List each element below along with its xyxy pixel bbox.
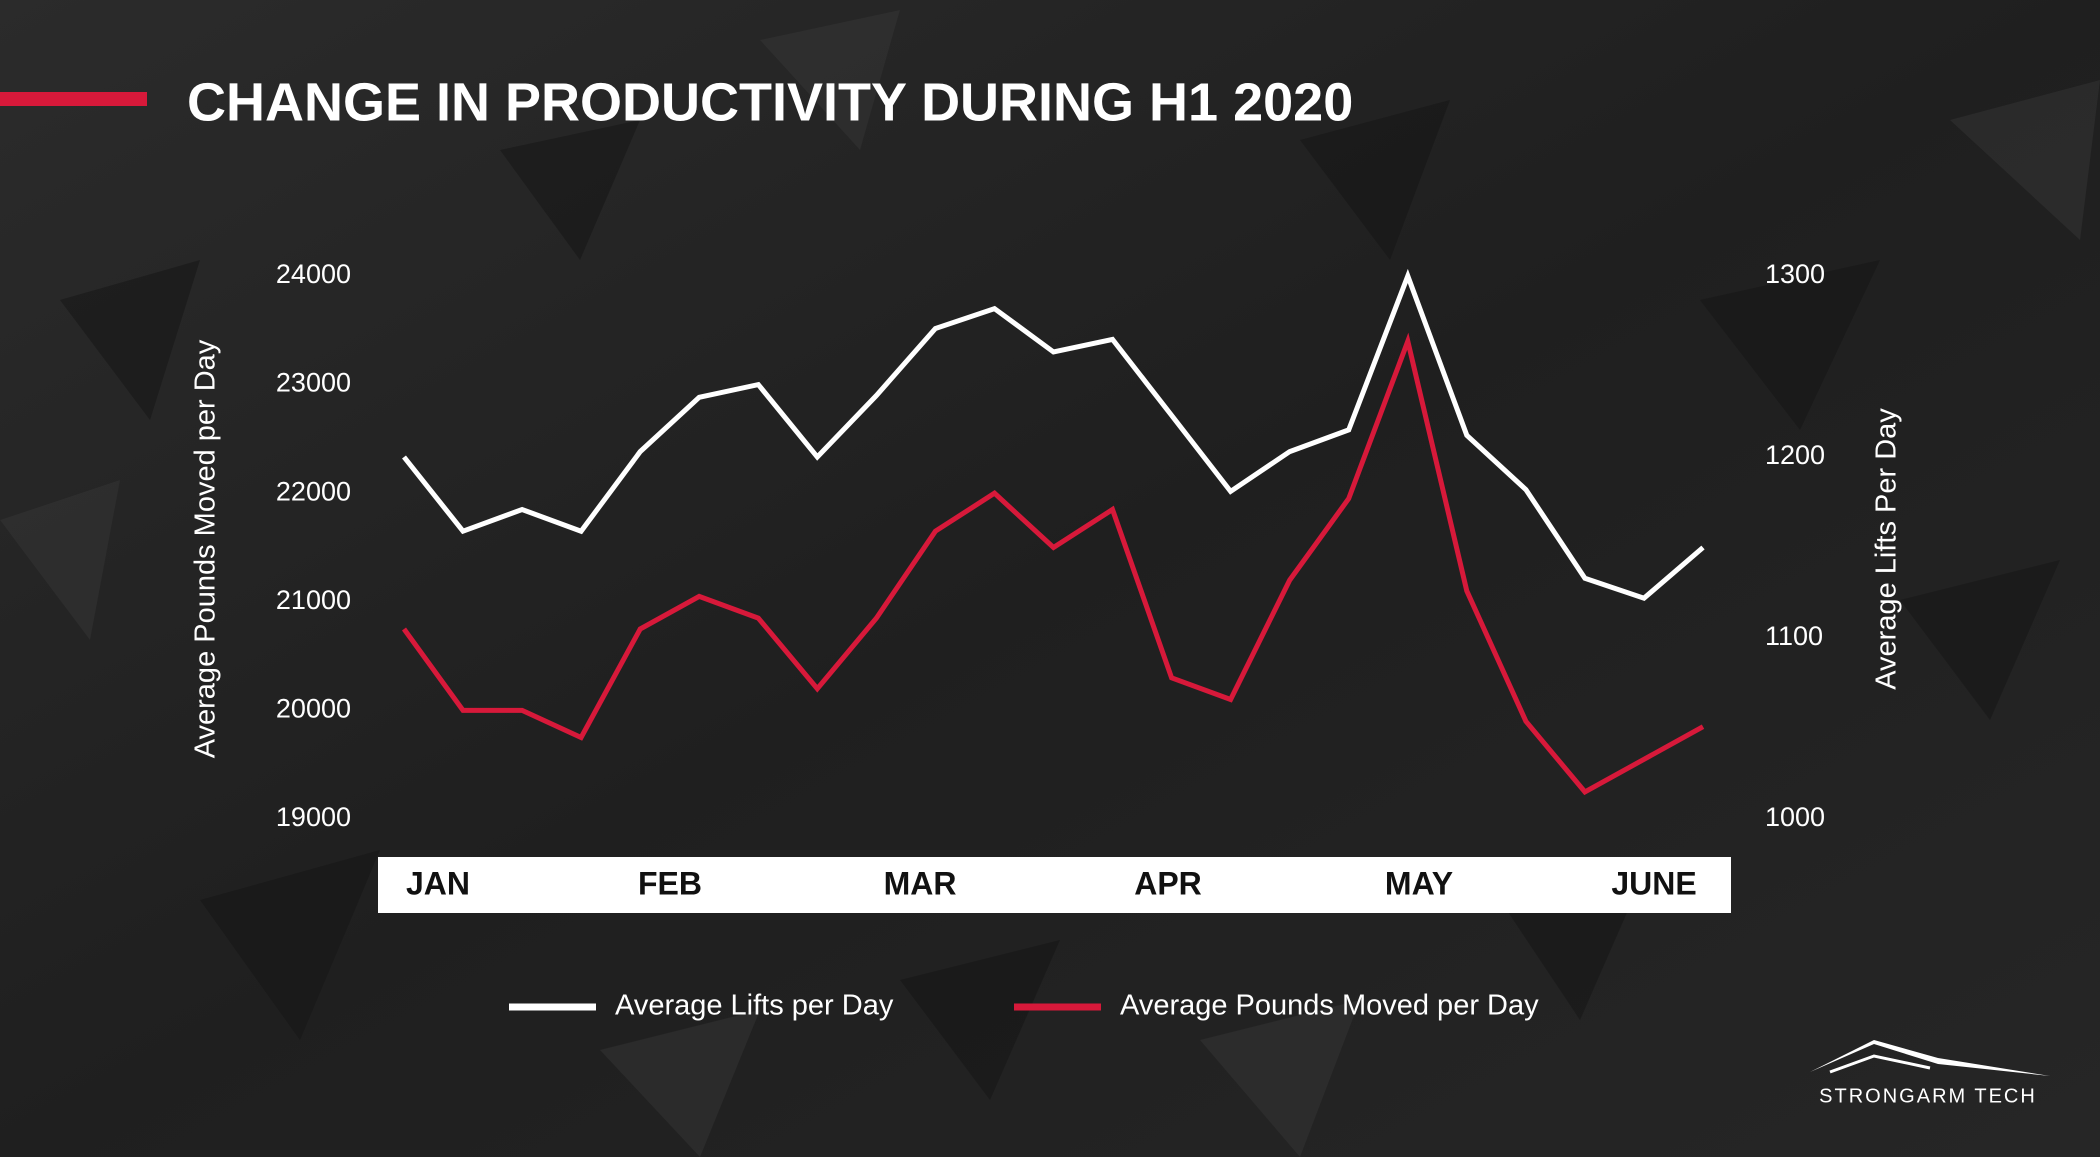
legend-label: Average Lifts per Day <box>615 990 894 1022</box>
y-tick-label: 24000 <box>276 259 351 289</box>
y-tick-label: 23000 <box>276 368 351 398</box>
x-tick-label: MAR <box>884 865 957 901</box>
logo: STRONGARM TECH <box>1810 1040 2050 1107</box>
logo-mark <box>1810 1040 2050 1076</box>
line-series <box>401 332 1705 796</box>
logo-mark <box>1829 1054 1931 1074</box>
background-pattern <box>0 10 2100 1157</box>
y-tick-label: 22000 <box>276 476 351 506</box>
x-tick-label: MAY <box>1385 865 1453 901</box>
y2-tick-label: 1000 <box>1765 802 1825 832</box>
y2-axis-title: Average Lifts Per Day <box>1871 408 1903 690</box>
x-tick-label: FEB <box>638 865 702 901</box>
line-series <box>402 268 1705 602</box>
logo-text: STRONGARM TECH <box>1819 1085 2037 1107</box>
x-tick-label: JAN <box>406 865 470 901</box>
y-tick-label: 21000 <box>276 585 351 615</box>
x-axis-band <box>378 857 1731 913</box>
legend-label: Average Pounds Moved per Day <box>1120 990 1539 1022</box>
y2-tick-label: 1100 <box>1765 621 1823 651</box>
y2-tick-label: 1300 <box>1765 259 1825 289</box>
x-tick-label: APR <box>1134 865 1202 901</box>
y-tick-label: 19000 <box>276 802 351 832</box>
y-tick-label: 20000 <box>276 694 351 724</box>
x-tick-label: JUNE <box>1611 865 1696 901</box>
y-axis-title: Average Pounds Moved per Day <box>190 339 222 758</box>
title-accent <box>0 92 147 106</box>
y2-tick-label: 1200 <box>1765 440 1825 470</box>
chart-title: CHANGE IN PRODUCTIVITY DURING H1 2020 <box>187 72 1353 132</box>
